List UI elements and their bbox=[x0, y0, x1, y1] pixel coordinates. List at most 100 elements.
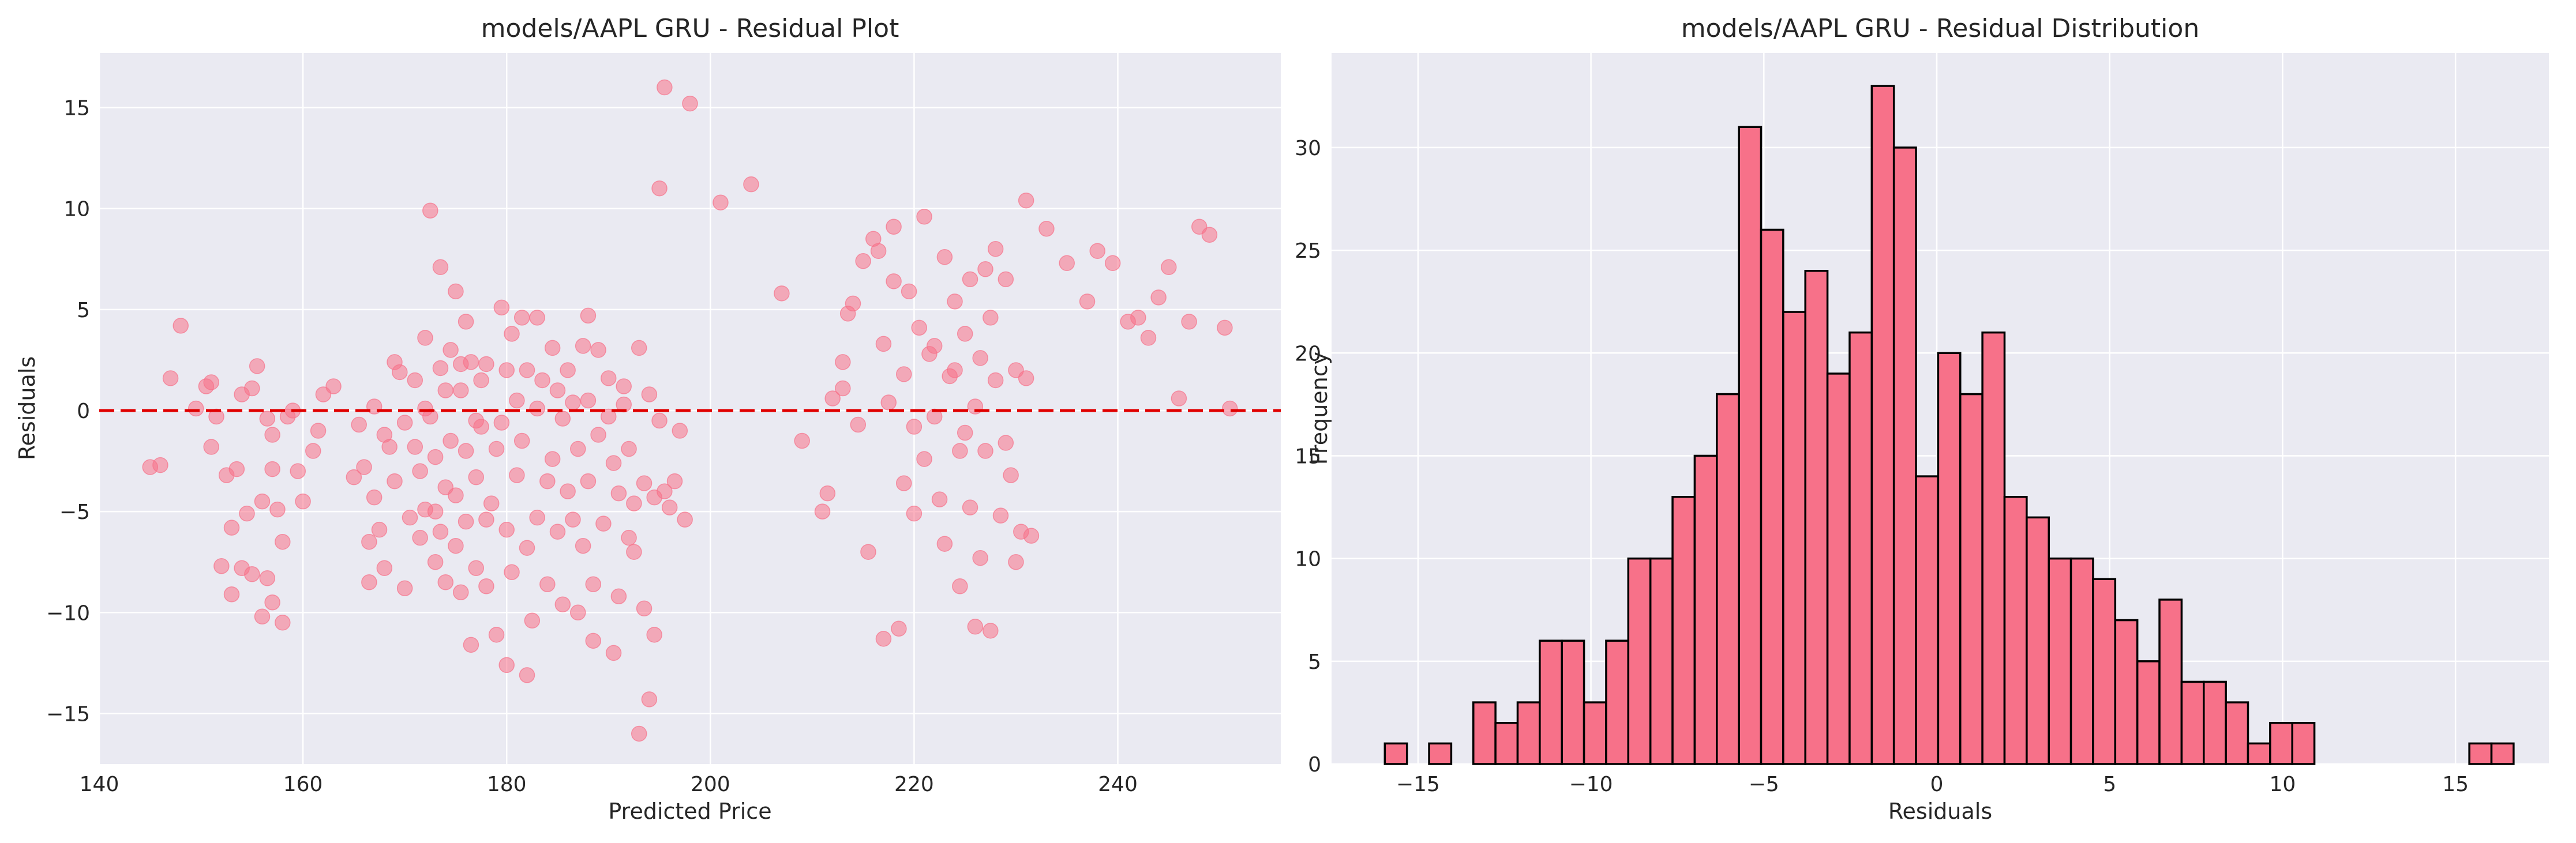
histogram-bar bbox=[1760, 228, 1784, 765]
residual-point bbox=[173, 318, 189, 334]
residual-point bbox=[463, 637, 479, 653]
residual-point bbox=[162, 370, 179, 386]
residual-point bbox=[911, 319, 927, 336]
residual-point bbox=[906, 505, 923, 522]
residual-point bbox=[244, 380, 260, 397]
histogram-bar bbox=[1870, 85, 1895, 765]
residual-plot-background bbox=[99, 53, 1281, 764]
histogram-bar bbox=[2003, 495, 2028, 765]
histogram-bar bbox=[1649, 557, 1674, 765]
residual-point bbox=[661, 499, 678, 515]
residual-point bbox=[657, 79, 673, 96]
residual-point bbox=[387, 473, 403, 490]
residual-point bbox=[509, 392, 525, 409]
residual-point bbox=[412, 463, 428, 479]
residual-point bbox=[845, 295, 861, 312]
histogram-bar bbox=[1915, 475, 1940, 765]
residual-plot-y-tick-label: 0 bbox=[77, 400, 90, 423]
residual-point bbox=[463, 354, 479, 370]
residual-point bbox=[554, 596, 571, 613]
histogram-bar bbox=[2180, 680, 2205, 765]
residual-point bbox=[570, 441, 586, 457]
residual-point bbox=[794, 432, 810, 449]
residual-point bbox=[203, 439, 219, 455]
residual-point bbox=[483, 495, 500, 511]
histogram-bar bbox=[2225, 701, 2249, 765]
residual-point bbox=[228, 461, 245, 477]
residual-point bbox=[713, 194, 729, 210]
residual-point bbox=[269, 501, 286, 518]
residual-point bbox=[432, 524, 449, 540]
residual-point bbox=[601, 370, 617, 386]
residual-point bbox=[203, 374, 219, 390]
residual-point bbox=[295, 493, 311, 510]
residual-point bbox=[901, 283, 917, 300]
residual-point bbox=[824, 390, 841, 407]
residual-point bbox=[1221, 400, 1238, 417]
residual-point bbox=[972, 350, 988, 366]
residual-point bbox=[443, 342, 459, 358]
residual-point bbox=[549, 524, 566, 540]
residual-distribution-y-tick-label: 30 bbox=[1295, 137, 1321, 160]
residual-point bbox=[952, 443, 968, 459]
residual-point bbox=[432, 360, 449, 377]
residual-point bbox=[310, 423, 327, 439]
residual-point bbox=[992, 507, 1009, 524]
residual-point bbox=[473, 372, 489, 389]
residual-point bbox=[636, 475, 653, 491]
residual-point bbox=[275, 615, 291, 631]
histogram-bar bbox=[1848, 331, 1873, 765]
residual-point bbox=[493, 299, 510, 316]
residual-point bbox=[534, 372, 550, 389]
residual-plot-title: models/AAPL GRU - Residual Plot bbox=[481, 14, 899, 43]
histogram-bar bbox=[2114, 619, 2139, 765]
residual-point bbox=[610, 588, 627, 605]
residual-point bbox=[356, 459, 372, 475]
residual-point bbox=[473, 419, 489, 435]
residual-point bbox=[437, 382, 454, 398]
residual-point bbox=[437, 574, 454, 590]
histogram-bar bbox=[1959, 393, 1983, 765]
residual-point bbox=[651, 180, 668, 197]
residual-point bbox=[977, 443, 993, 459]
residual-point bbox=[616, 378, 632, 394]
residual-point bbox=[957, 424, 973, 441]
residual-plot-x-tick-label: 240 bbox=[1098, 773, 1138, 796]
residual-point bbox=[458, 443, 474, 459]
residual-distribution-title: models/AAPL GRU - Residual Distribution bbox=[1681, 14, 2199, 43]
residual-point bbox=[361, 533, 377, 550]
histogram-bar bbox=[1892, 146, 1917, 765]
residual-point bbox=[529, 310, 545, 326]
residual-plot-x-tick-label: 220 bbox=[894, 773, 934, 796]
residual-distribution-y-tick-label: 25 bbox=[1295, 239, 1321, 263]
residual-point bbox=[1018, 370, 1034, 386]
residual-point bbox=[886, 273, 902, 289]
residual-point bbox=[580, 392, 597, 409]
residual-point bbox=[575, 338, 591, 354]
residual-point bbox=[666, 473, 683, 490]
residual-point bbox=[524, 612, 541, 629]
residual-point bbox=[631, 340, 647, 356]
histogram-bar bbox=[1716, 393, 1740, 765]
residual-point bbox=[605, 455, 622, 471]
residual-point bbox=[850, 416, 867, 433]
residual-plot-y-tick-label: 5 bbox=[77, 299, 90, 322]
residual-distribution-y-tick-label: 15 bbox=[1295, 445, 1321, 468]
residual-point bbox=[916, 451, 932, 467]
residual-point bbox=[891, 620, 907, 637]
histogram-bar bbox=[1472, 701, 1497, 765]
residual-point bbox=[651, 412, 668, 429]
residual-distribution-x-tick-label: 15 bbox=[2442, 773, 2469, 796]
residual-point bbox=[585, 633, 602, 649]
residual-point bbox=[565, 511, 581, 528]
residual-point bbox=[916, 208, 932, 225]
residual-point bbox=[478, 578, 494, 594]
residual-point bbox=[468, 560, 484, 576]
residual-point bbox=[1008, 554, 1024, 570]
residual-point bbox=[835, 354, 851, 370]
residual-point bbox=[417, 330, 433, 346]
histogram-bar bbox=[2269, 721, 2293, 765]
residual-point bbox=[223, 586, 240, 603]
histogram-bar bbox=[2247, 742, 2271, 765]
